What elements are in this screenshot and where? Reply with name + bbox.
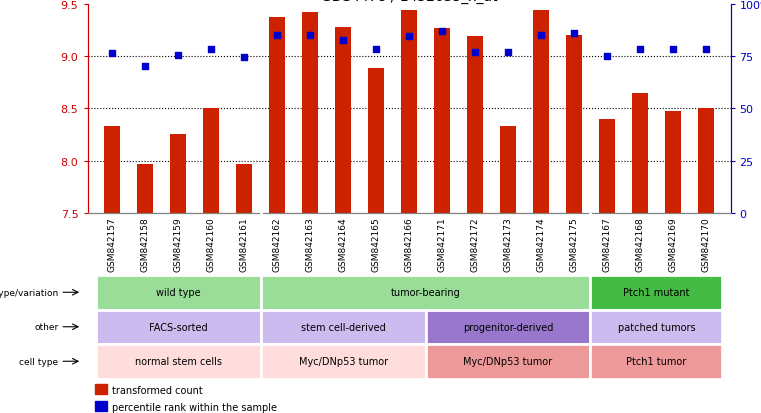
Bar bbox=[269, 18, 285, 214]
Point bbox=[403, 33, 416, 40]
Bar bbox=[565, 36, 582, 214]
Text: normal stem cells: normal stem cells bbox=[135, 356, 221, 366]
Text: Ptch1 tumor: Ptch1 tumor bbox=[626, 356, 686, 366]
Point bbox=[634, 46, 646, 53]
Bar bbox=[599, 119, 615, 214]
Text: GSM842172: GSM842172 bbox=[470, 216, 479, 271]
Bar bbox=[104, 127, 120, 214]
Point bbox=[601, 54, 613, 60]
Bar bbox=[368, 69, 384, 214]
Text: Myc/DNp53 tumor: Myc/DNp53 tumor bbox=[298, 356, 387, 366]
Point bbox=[667, 46, 679, 53]
Text: GSM842169: GSM842169 bbox=[668, 216, 677, 271]
Bar bbox=[401, 11, 417, 214]
Bar bbox=[632, 93, 648, 214]
Text: GSM842170: GSM842170 bbox=[702, 216, 710, 271]
Text: stem cell-derived: stem cell-derived bbox=[301, 322, 386, 332]
Bar bbox=[500, 127, 516, 214]
Text: FACS-sorted: FACS-sorted bbox=[149, 322, 208, 332]
Bar bbox=[95, 401, 107, 411]
Text: other: other bbox=[34, 323, 59, 332]
Text: percentile rank within the sample: percentile rank within the sample bbox=[112, 402, 277, 412]
Point bbox=[700, 46, 712, 53]
Text: GSM842162: GSM842162 bbox=[272, 216, 282, 271]
Text: Ptch1 mutant: Ptch1 mutant bbox=[623, 287, 689, 297]
Bar bbox=[203, 109, 219, 214]
Bar bbox=[170, 135, 186, 214]
Text: cell type: cell type bbox=[20, 357, 59, 366]
Point bbox=[469, 49, 481, 56]
Bar bbox=[236, 164, 253, 214]
Point bbox=[238, 55, 250, 61]
Text: wild type: wild type bbox=[156, 287, 200, 297]
Text: GSM842175: GSM842175 bbox=[569, 216, 578, 271]
Text: GSM842166: GSM842166 bbox=[405, 216, 413, 271]
Point bbox=[172, 52, 184, 59]
Text: GSM842171: GSM842171 bbox=[438, 216, 447, 271]
Point bbox=[271, 33, 283, 39]
Text: transformed count: transformed count bbox=[112, 385, 202, 394]
Bar bbox=[698, 109, 714, 214]
Point bbox=[304, 33, 317, 39]
Text: GSM842159: GSM842159 bbox=[174, 216, 183, 271]
Text: tumor-bearing: tumor-bearing bbox=[390, 287, 460, 297]
Text: Myc/DNp53 tumor: Myc/DNp53 tumor bbox=[463, 356, 552, 366]
Point bbox=[139, 64, 151, 71]
Text: GSM842160: GSM842160 bbox=[207, 216, 215, 271]
Text: genotype/variation: genotype/variation bbox=[0, 288, 59, 297]
Title: GDS4478 / 1452635_x_at: GDS4478 / 1452635_x_at bbox=[320, 0, 498, 4]
Point bbox=[535, 33, 547, 39]
Text: GSM842173: GSM842173 bbox=[504, 216, 512, 271]
Bar bbox=[533, 11, 549, 214]
Text: GSM842164: GSM842164 bbox=[339, 216, 348, 271]
Point bbox=[436, 28, 448, 35]
Text: GSM842163: GSM842163 bbox=[306, 216, 314, 271]
Bar bbox=[434, 28, 451, 214]
Text: GSM842168: GSM842168 bbox=[635, 216, 645, 271]
Bar bbox=[137, 164, 154, 214]
Bar bbox=[466, 37, 483, 214]
Bar bbox=[664, 112, 681, 214]
Text: progenitor-derived: progenitor-derived bbox=[463, 322, 553, 332]
Point bbox=[502, 49, 514, 56]
Text: patched tumors: patched tumors bbox=[617, 322, 696, 332]
Bar bbox=[335, 28, 352, 214]
Bar bbox=[302, 13, 318, 214]
Point bbox=[337, 38, 349, 45]
Text: GSM842167: GSM842167 bbox=[603, 216, 611, 271]
Text: GSM842161: GSM842161 bbox=[240, 216, 249, 271]
Text: GSM842174: GSM842174 bbox=[537, 216, 546, 271]
Point bbox=[205, 46, 218, 53]
Bar bbox=[95, 384, 107, 394]
Text: GSM842157: GSM842157 bbox=[108, 216, 116, 271]
Text: GSM842165: GSM842165 bbox=[371, 216, 380, 271]
Point bbox=[370, 46, 382, 53]
Text: GSM842158: GSM842158 bbox=[141, 216, 150, 271]
Point bbox=[568, 31, 580, 37]
Point bbox=[106, 50, 119, 57]
